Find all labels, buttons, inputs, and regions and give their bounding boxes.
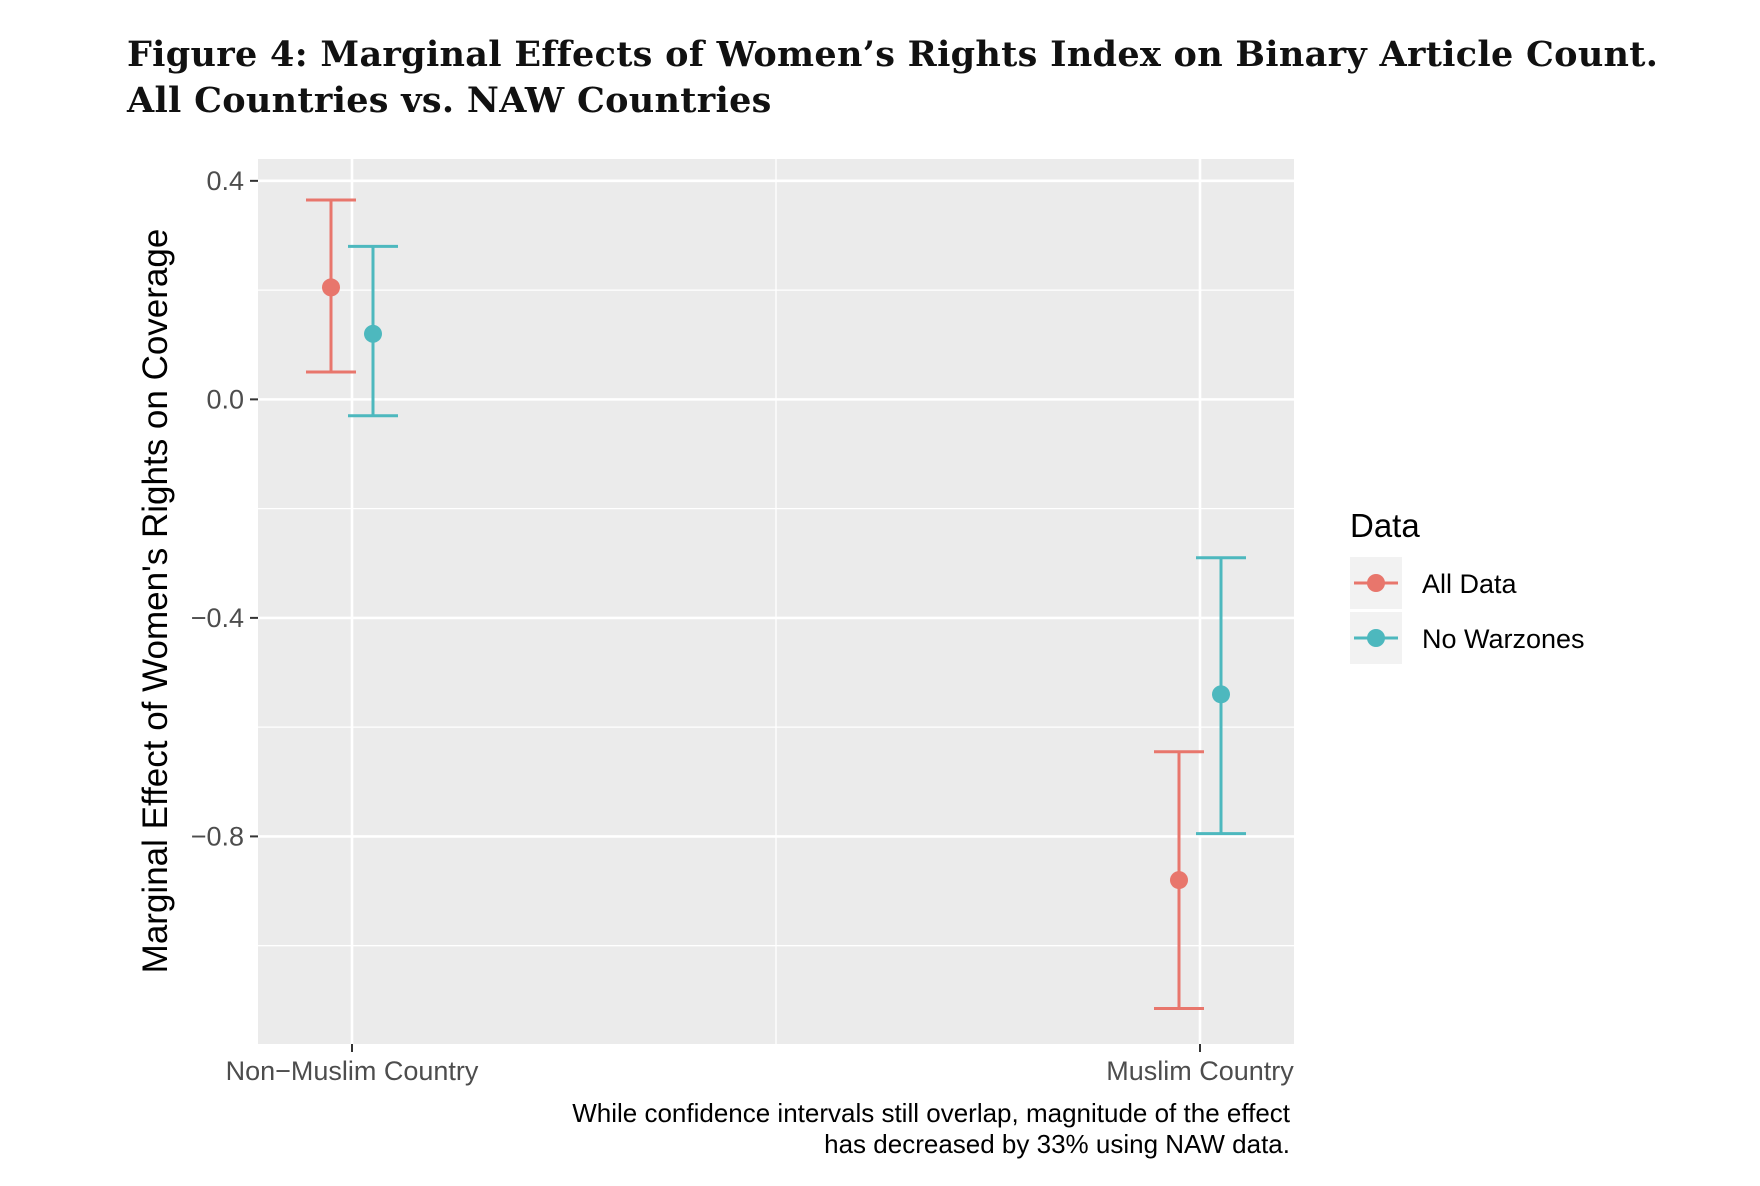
figure-title: Figure 4: Marginal Effects of Women’s Ri… [127, 32, 1687, 124]
legend-label: All Data [1422, 569, 1518, 599]
x-tick-label: Muslim Country [1106, 1056, 1294, 1086]
y-tick-label: −0.8 [191, 821, 244, 851]
point-estimate [322, 278, 340, 297]
point-estimate [1170, 871, 1188, 890]
gridlines [258, 159, 1294, 1044]
caption-line-1: While confidence intervals still overlap… [572, 1098, 1290, 1128]
data-marks [306, 198, 1246, 1010]
figure-title-line-2: All Countries vs. NAW Countries [127, 80, 772, 121]
legend-label: No Warzones [1422, 624, 1585, 654]
point-estimate [364, 324, 382, 343]
axes: 0.4 0.0 −0.4 −0.8 Non−Muslim Country Muslim C… [191, 166, 1295, 1086]
caption: While confidence intervals still overlap… [300, 1098, 1290, 1160]
legend-key-point [1367, 574, 1385, 592]
figure-title-line-1: Figure 4: Marginal Effects of Women’s Ri… [127, 34, 1659, 75]
legend-key-point [1367, 629, 1385, 647]
y-axis-title: Marginal Effect of Women's Rights on Cov… [136, 229, 175, 974]
y-tick-label: 0.4 [206, 166, 244, 196]
legend-title: Data [1350, 507, 1420, 544]
point-estimate [1212, 685, 1230, 704]
caption-line-2: has decreased by 33% using NAW data. [824, 1129, 1290, 1159]
y-tick-label: −0.4 [191, 603, 244, 633]
x-tick-label: Non−Muslim Country [226, 1056, 479, 1086]
y-tick-label: 0.0 [206, 384, 244, 414]
